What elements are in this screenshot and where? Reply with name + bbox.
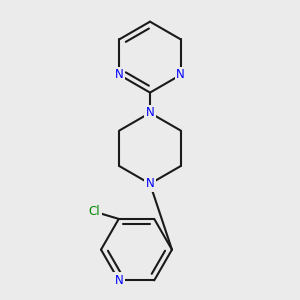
Text: Cl: Cl bbox=[89, 205, 100, 218]
Text: N: N bbox=[146, 177, 154, 190]
Text: N: N bbox=[114, 274, 123, 287]
Text: N: N bbox=[146, 106, 154, 119]
Text: N: N bbox=[176, 68, 185, 81]
Text: N: N bbox=[115, 68, 124, 81]
